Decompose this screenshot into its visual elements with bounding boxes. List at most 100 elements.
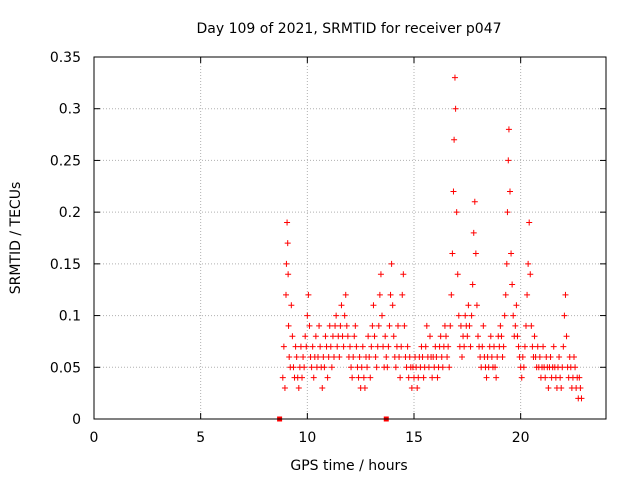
data-point [422, 343, 429, 350]
data-point [524, 291, 531, 298]
data-point [471, 198, 478, 205]
data-point [373, 364, 380, 371]
data-point [529, 343, 536, 350]
data-point [497, 322, 504, 329]
data-point [404, 343, 411, 350]
data-point [563, 333, 570, 340]
data-point [466, 322, 473, 329]
data-point [441, 322, 448, 329]
data-point [324, 374, 331, 381]
data-point [305, 291, 312, 298]
data-point [398, 343, 405, 350]
data-point [542, 374, 549, 381]
data-point [355, 374, 362, 381]
data-point [420, 374, 427, 381]
data-point [280, 343, 287, 350]
data-point [475, 333, 481, 340]
data-point [480, 322, 487, 329]
data-point [512, 322, 519, 329]
y-tick-label: 0.05 [50, 360, 81, 376]
y-tick-label: 0.3 [59, 102, 81, 118]
data-point [342, 291, 349, 298]
data-point [444, 353, 451, 360]
data-point [448, 291, 455, 298]
y-axis-label: SRMTID / TECUs [8, 182, 24, 295]
data-point [302, 333, 309, 340]
data-point [513, 302, 520, 309]
data-point [465, 302, 472, 309]
data-point [316, 322, 323, 329]
data-point [281, 384, 288, 391]
data-point [562, 291, 569, 298]
data-point [560, 343, 567, 350]
data-point [366, 353, 373, 360]
data-point [540, 343, 547, 350]
data-point [439, 364, 446, 371]
data-point [299, 374, 305, 381]
x-tick-label: 0 [90, 430, 99, 446]
data-point [395, 322, 401, 329]
data-point [370, 302, 377, 309]
data-point [577, 384, 584, 391]
data-point [510, 312, 517, 319]
x-axis-ticks: 0 5 10 15 20 [90, 57, 530, 446]
data-point [386, 322, 393, 329]
data-point [576, 374, 583, 381]
data-point [347, 343, 353, 350]
data-point [369, 322, 376, 329]
data-point [457, 322, 464, 329]
data-point [503, 260, 510, 267]
data-point [322, 333, 329, 340]
y-tick-label: 0.15 [50, 257, 81, 273]
data-point [523, 322, 529, 329]
data-point [343, 322, 350, 329]
y-tick-label: 0.2 [59, 205, 81, 221]
data-point [491, 343, 497, 350]
data-point [320, 353, 327, 360]
data-point [479, 343, 486, 350]
data-point [453, 209, 460, 216]
data-point [328, 364, 335, 371]
x-tick-label: 15 [405, 430, 423, 446]
data-point [383, 353, 390, 360]
data-point [306, 322, 313, 329]
data-point [367, 374, 374, 381]
data-point [284, 219, 291, 226]
data-point [467, 343, 474, 350]
data-point [348, 364, 355, 371]
data-point [284, 240, 291, 247]
data-point [290, 364, 297, 371]
data-point [437, 333, 444, 340]
data-point [344, 333, 351, 340]
data-point [438, 353, 445, 360]
data-point [493, 374, 500, 381]
data-point [329, 333, 336, 340]
data-point [304, 312, 311, 319]
data-point [293, 353, 300, 360]
y-tick-label: 0.25 [50, 153, 81, 169]
data-point [283, 260, 290, 267]
y-tick-label: 0 [72, 412, 81, 428]
data-point [288, 302, 295, 309]
x-tick-label: 5 [196, 430, 205, 446]
data-point [397, 374, 404, 381]
data-point [338, 302, 345, 309]
data-point [451, 136, 458, 143]
data-point [368, 343, 375, 350]
data-point [356, 353, 363, 360]
data-point [317, 343, 324, 350]
data-point [499, 353, 506, 360]
data-point [334, 343, 341, 350]
data-point [303, 343, 310, 350]
data-point [321, 364, 328, 371]
y-tick-label: 0.1 [59, 309, 81, 325]
chart-title: Day 109 of 2021, SRMTID for receiver p04… [196, 21, 501, 37]
data-point [292, 343, 299, 350]
data-point [283, 291, 289, 298]
data-point [504, 209, 511, 216]
data-point [521, 343, 528, 350]
data-point [340, 343, 347, 350]
data-point [454, 271, 461, 278]
data-point [433, 353, 440, 360]
data-point [372, 353, 379, 360]
